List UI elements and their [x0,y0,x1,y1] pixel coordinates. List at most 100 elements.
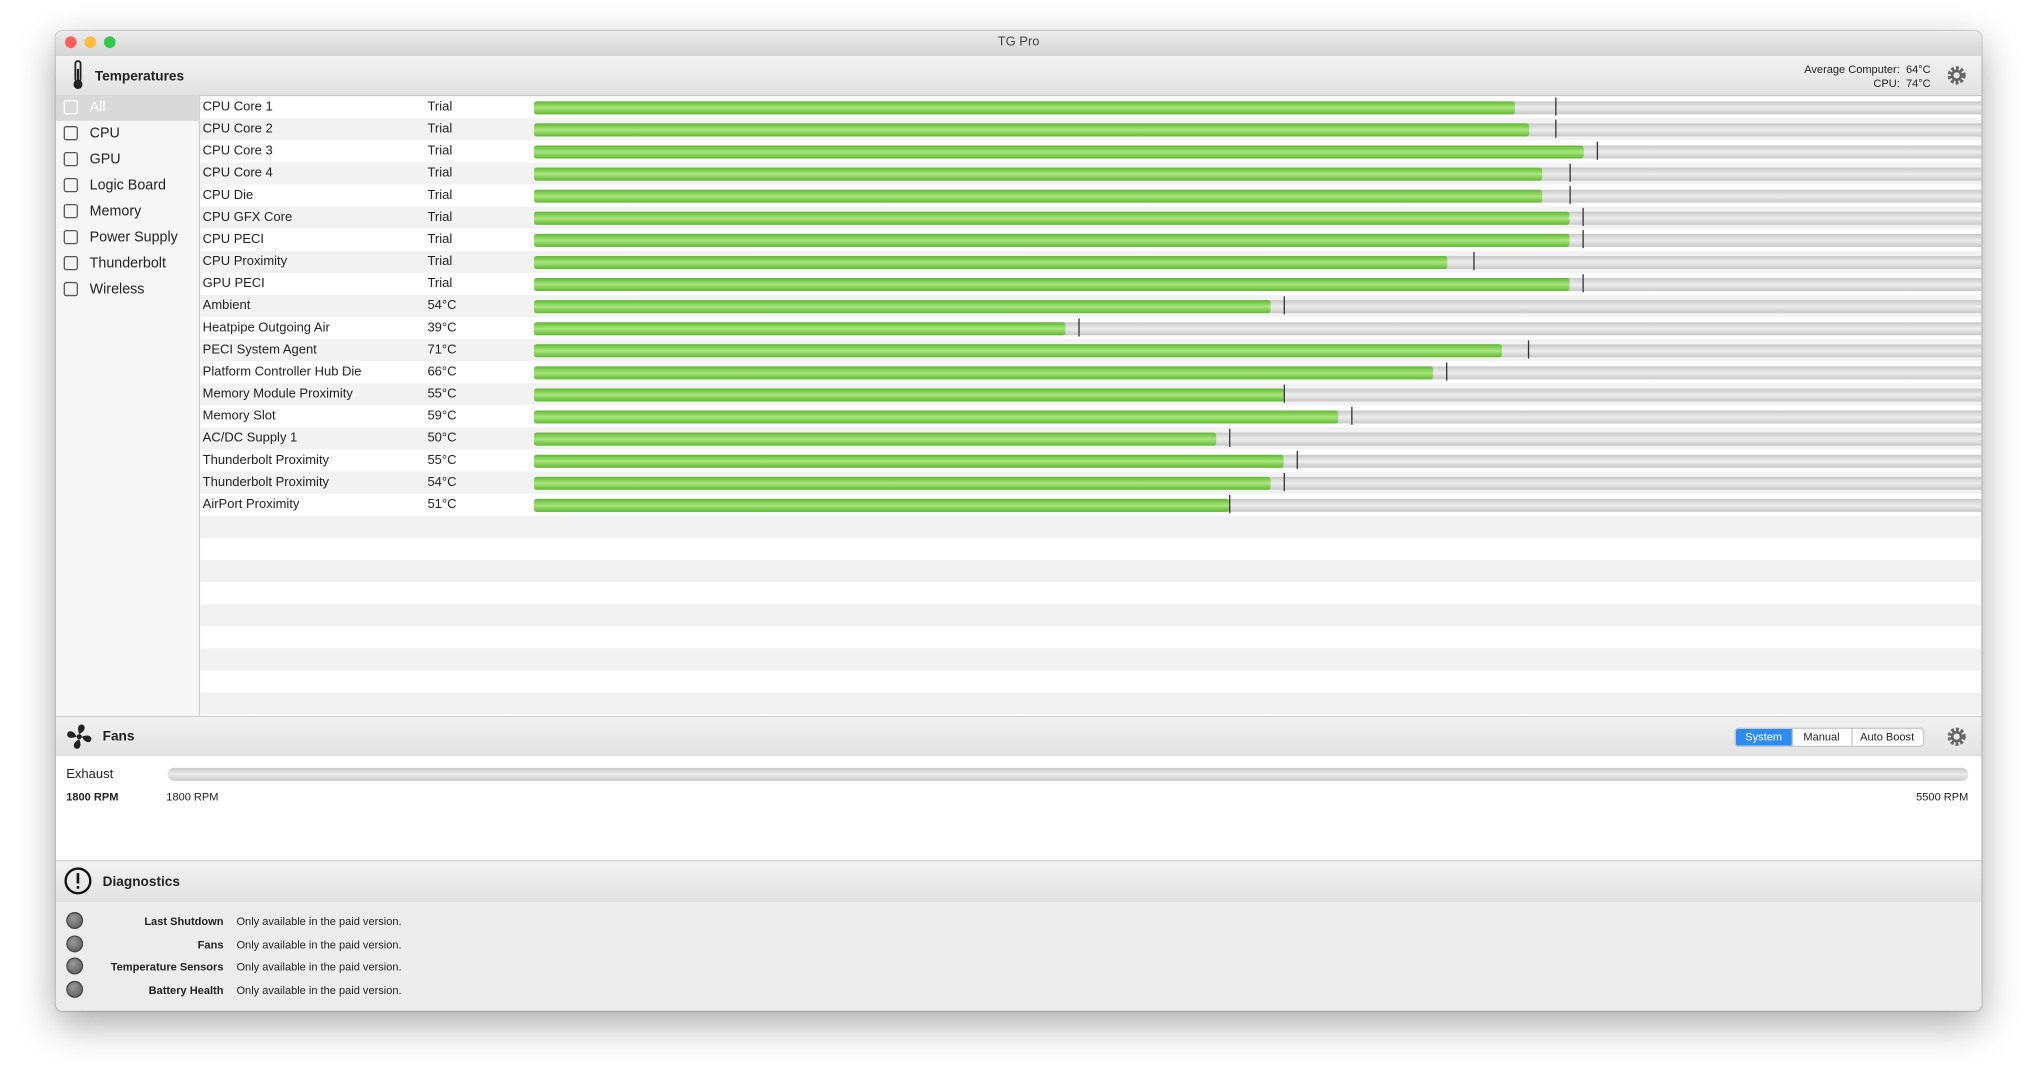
window: TG Pro Temperatures Average Computer: 64… [55,31,1982,1011]
sensor-reading: Trial [427,210,453,225]
temperature-bar [533,167,1543,181]
temperature-bar [533,233,1570,247]
sensor-row: Memory Slot 59°C [200,405,1982,427]
diagnostic-label: Battery Health [148,983,224,997]
status-light [66,958,84,975]
close-button[interactable] [64,36,77,49]
mode-button[interactable]: Auto Boost [1860,730,1915,744]
sidebar-item[interactable]: GPU [56,147,199,173]
sensor-name: Memory Slot [202,409,276,424]
sensor-name: Ambient [202,298,251,314]
max-marker [1351,406,1353,425]
sidebar-label: Thunderbolt [89,255,166,272]
sensor-row: PECI System Agent 71°C [200,339,1982,361]
diagnostic-status: Only available in the paid version. [236,983,402,997]
row-stripe [200,515,1982,538]
sensor-reading: 59°C [427,409,457,424]
sensor-name: Platform Controller Hub Die [202,365,362,380]
sensor-row: Thunderbolt Proximity 55°C [200,450,1982,472]
fan-icon [67,724,92,749]
diagnostic-status: Only available in the paid version. [236,937,402,951]
temperature-bar [533,300,1270,314]
sensor-name: AC/DC Supply 1 [202,431,298,446]
max-marker [1296,450,1298,470]
max-marker [1282,296,1285,315]
sidebar-label: Wireless [89,281,145,298]
temperature-bar [533,123,1529,137]
fan-min: 1800 RPM [166,789,219,803]
sensor-row: CPU GFX Core Trial [200,207,1982,229]
sensor-name: CPU Proximity [202,254,288,269]
max-marker [1228,495,1230,514]
max-marker [1582,229,1585,249]
alert-icon [64,867,92,895]
zoom-button[interactable] [103,36,116,49]
sensor-reading: Trial [427,144,453,159]
sensor-row: CPU PECI Trial [200,229,1982,251]
max-marker [1582,274,1585,293]
mode-button[interactable]: Manual [1792,728,1853,746]
diagnostic-label: Last Shutdown [144,914,224,928]
fan-track [167,767,1969,781]
status-light [66,981,84,998]
temperature-bar [533,366,1434,380]
sidebar-item[interactable]: Logic Board [56,173,199,199]
sidebar-item[interactable]: Wireless [56,277,199,303]
sidebar-icon [63,100,78,115]
sensor-row: CPU Proximity Trial [200,251,1982,273]
settings-button[interactable] [1946,65,1967,86]
max-marker [1528,340,1530,359]
settings-button[interactable] [1946,726,1967,747]
sidebar-item[interactable]: Thunderbolt [56,251,199,277]
sensor-reading: 39°C [427,320,457,336]
sidebar-icon [63,203,78,219]
window-title: TG Pro [997,35,1040,50]
sensor-row: CPU Core 2 Trial [200,118,1982,140]
max-marker [1582,207,1585,227]
diagnostic-label: Temperature Sensors [110,960,224,974]
sensor-reading: Trial [427,276,453,292]
sensor-row: Memory Module Proximity 55°C [200,383,1982,405]
sensor-table: CPU Core 1 Trial CPU Core 2 Trial CPU Core 3… [200,96,1982,716]
row-stripe [200,692,1982,715]
max-marker [1569,163,1571,182]
sensor-name: PECI System Agent [202,342,317,358]
summary-label: Average Computer: [1804,62,1900,76]
sensor-name: Thunderbolt Proximity [202,475,330,490]
title-bar: TG Pro [55,31,1982,55]
sensor-reading: 71°C [427,342,457,358]
section-title: Temperatures [94,68,185,85]
sidebar-item[interactable]: Power Supply [56,225,199,251]
status-light [66,912,84,929]
row-stripe [200,559,1982,583]
sensor-name: Thunderbolt Proximity [202,453,330,468]
max-marker [1596,141,1598,160]
mode-button[interactable]: System [1735,728,1793,746]
sidebar-icon [63,255,78,271]
sensor-reading: Trial [427,232,453,247]
fan-name: Exhaust [66,767,114,783]
sensor-reading: 66°C [427,365,457,380]
summary-value: 74°C [1905,76,1931,90]
section-title: Diagnostics [102,874,180,890]
sensor-row: CPU Core 1 Trial [200,96,1982,118]
temperature-bar [533,454,1284,468]
sensor-row: Thunderbolt Proximity 54°C [200,472,1982,494]
sidebar-label: Logic Board [89,177,166,194]
sidebar-item[interactable]: CPU [56,121,199,147]
sidebar-label: CPU [89,126,120,142]
temperature-bar [533,189,1543,203]
sensor-reading: Trial [427,100,453,115]
sidebar-item[interactable]: All [55,94,199,121]
minimize-button[interactable] [84,36,97,49]
fans-panel: Exhaust 1800 RPM 1800 RPM 5500 RPM [55,756,1982,861]
row-stripe [200,604,1982,627]
temperature-bar [533,388,1284,402]
temperature-bar [533,211,1570,225]
sidebar-label: All [89,100,106,116]
sidebar-item[interactable]: Memory [56,199,199,225]
summary: Average Computer: 64°C CPU: 74°C [1804,62,1930,91]
sensor-name: CPU Core 3 [202,144,273,159]
summary-value: 64°C [1905,62,1931,76]
